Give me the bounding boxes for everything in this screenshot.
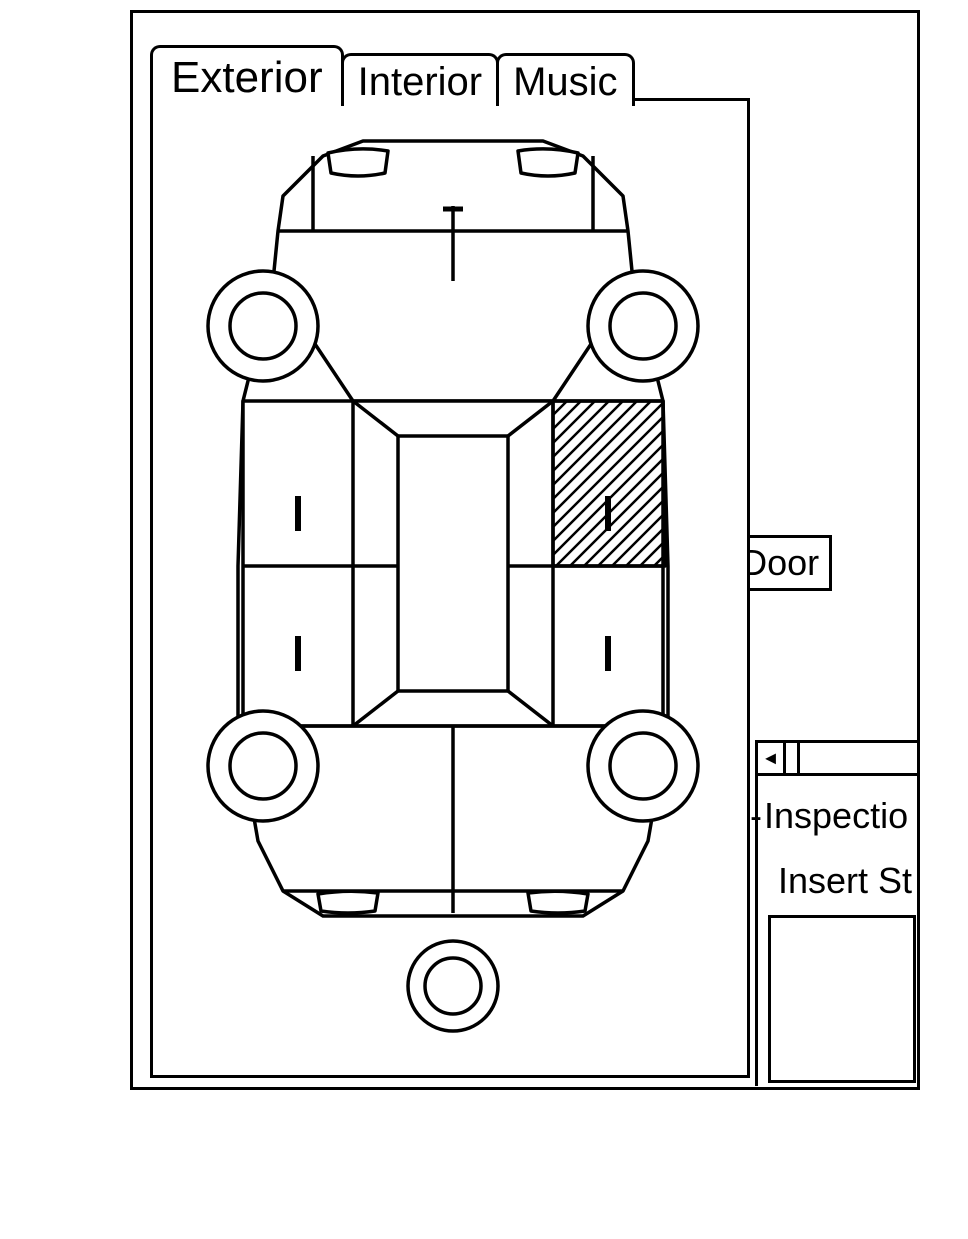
side-label-insert: Insert St bbox=[778, 860, 912, 902]
scroll-left-arrow-icon[interactable]: ◄ bbox=[758, 743, 786, 773]
tab-music[interactable]: Music bbox=[496, 53, 634, 106]
car-diagram[interactable] bbox=[153, 101, 753, 1081]
side-input-box[interactable] bbox=[768, 915, 916, 1083]
tab-bar: Exterior Interior Music bbox=[150, 45, 632, 106]
side-panel: ◄ - Inspectio Insert St bbox=[755, 740, 917, 1086]
tab-interior[interactable]: Interior bbox=[341, 53, 500, 106]
scroll-thumb[interactable] bbox=[786, 743, 800, 773]
side-label-inspection: Inspectio bbox=[764, 795, 908, 837]
exterior-panel bbox=[150, 98, 750, 1078]
tab-exterior[interactable]: Exterior bbox=[150, 45, 344, 106]
scroll-row: ◄ bbox=[758, 740, 917, 776]
